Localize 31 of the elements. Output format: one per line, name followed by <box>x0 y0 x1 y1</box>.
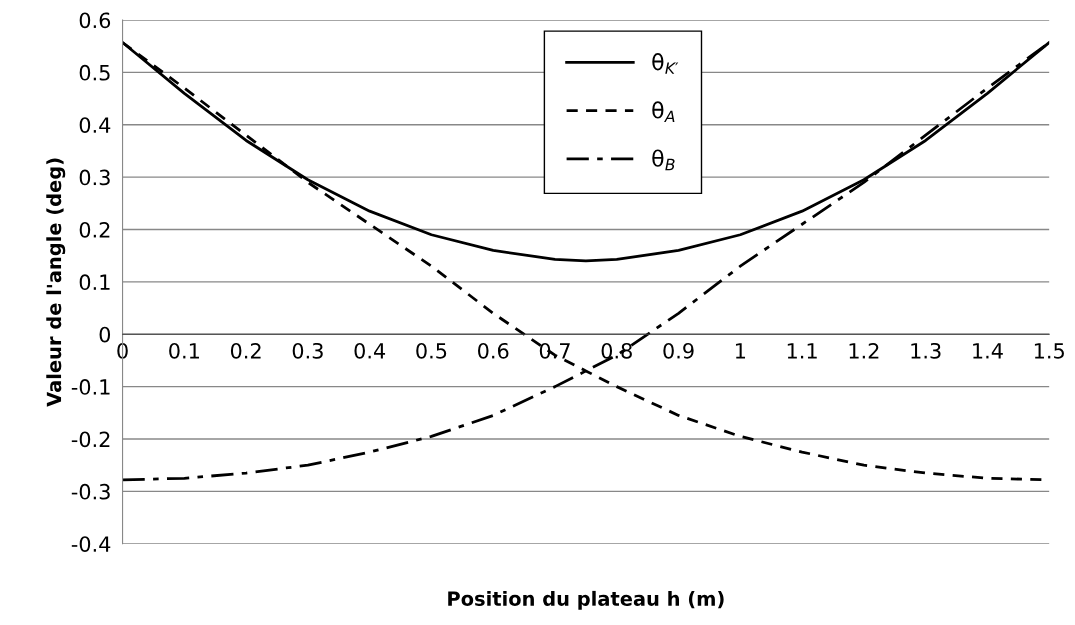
x-tick-label: 0.1 <box>169 342 199 359</box>
x-tick-label: 1.1 <box>787 343 817 359</box>
y-tick-label: -0.4 <box>71 536 111 552</box>
x-tick-label: 1.2 <box>849 342 879 359</box>
x-tick-label: 1.4 <box>973 343 1003 359</box>
x-tick-label: 0.5 <box>416 342 447 359</box>
x-tick-label: 1.5 <box>1034 343 1064 359</box>
y-tick-label: -0.1 <box>71 379 110 395</box>
legend-label: θ$_{A}$ <box>652 101 675 122</box>
x-tick-label: 0.8 <box>601 342 632 359</box>
x-tick-label: 0.3 <box>292 342 323 359</box>
y-tick-label: 0.2 <box>79 221 110 238</box>
x-tick-label: 0.7 <box>539 342 570 359</box>
x-tick-label: 1 <box>735 343 746 359</box>
legend-label: θ$_{K′}$ <box>652 53 679 74</box>
y-tick-label: 0.1 <box>79 274 110 291</box>
y-tick-label: -0.2 <box>71 431 110 448</box>
x-axis-title: Position du plateau h (m) <box>448 590 724 610</box>
y-tick-label: 0.5 <box>79 64 110 81</box>
x-tick-label: 0.4 <box>354 342 386 359</box>
y-tick-label: 0 <box>99 326 111 343</box>
y-tick-label: 0.3 <box>79 169 110 186</box>
y-tick-label: -0.3 <box>71 483 110 500</box>
y-tick-label: 0.4 <box>79 117 111 133</box>
x-tick-label: 0.9 <box>663 342 694 359</box>
x-tick-label: 0.6 <box>478 342 509 359</box>
y-axis-title: Valeur de l'angle (deg) <box>46 158 66 407</box>
y-tick-label: 0.6 <box>79 12 111 29</box>
x-tick-label: 0.2 <box>230 342 261 359</box>
legend-label: θ$_{B}$ <box>652 149 675 171</box>
x-tick-label: 1.3 <box>911 342 941 359</box>
